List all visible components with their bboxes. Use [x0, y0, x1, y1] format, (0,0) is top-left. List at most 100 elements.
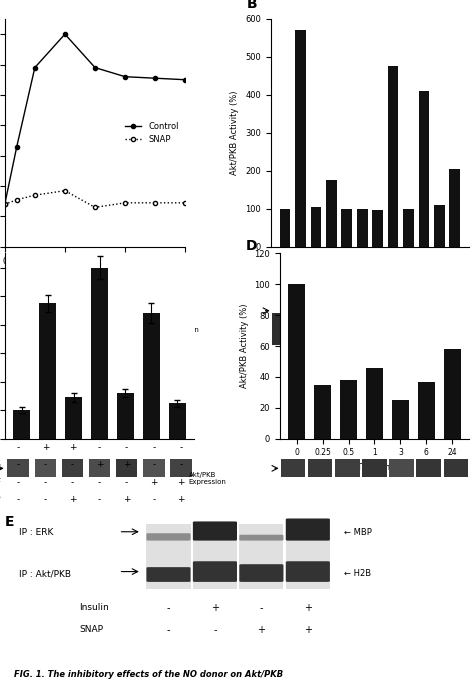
SNAP	[92, 203, 98, 211]
Legend: Control, SNAP: Control, SNAP	[122, 119, 181, 146]
Text: -: -	[152, 461, 155, 469]
Text: IP : ERK: IP : ERK	[18, 528, 53, 537]
Y-axis label: Akt/PKB Activity (%): Akt/PKB Activity (%)	[230, 91, 239, 175]
SNAP	[2, 200, 8, 209]
Text: FBS: FBS	[0, 461, 1, 469]
Text: Insulin: Insulin	[0, 443, 1, 452]
Text: -: -	[17, 477, 20, 486]
Control	[2, 200, 8, 209]
Text: -: -	[167, 625, 170, 635]
Text: ← H2B: ← H2B	[344, 569, 371, 578]
Text: +: +	[304, 625, 312, 635]
FancyBboxPatch shape	[239, 564, 283, 582]
Text: D: D	[246, 239, 257, 253]
Text: IP : Akt/PKB: IP : Akt/PKB	[18, 569, 71, 578]
Bar	[366, 368, 383, 439]
Bar	[13, 410, 30, 439]
Text: -: -	[17, 461, 20, 469]
Bar	[193, 524, 237, 589]
FancyBboxPatch shape	[286, 561, 330, 582]
Text: -: -	[213, 625, 217, 635]
Bar	[117, 393, 134, 439]
Text: ← MBP: ← MBP	[344, 528, 372, 537]
Text: SNAP: SNAP	[0, 495, 1, 504]
Text: -: -	[44, 461, 47, 469]
Text: SNAP: SNAP	[79, 625, 103, 634]
SNAP	[152, 199, 158, 207]
Bar	[419, 91, 429, 247]
Text: -: -	[17, 495, 20, 504]
Bar	[341, 209, 352, 247]
Bar	[449, 169, 460, 247]
Text: PDGF: PDGF	[0, 477, 1, 486]
Control	[32, 64, 37, 72]
SNAP	[62, 186, 68, 195]
Control	[92, 64, 98, 72]
Text: -: -	[98, 495, 101, 504]
Text: +: +	[177, 495, 184, 504]
Text: +: +	[304, 603, 312, 612]
Bar	[357, 209, 368, 247]
Text: FIG. 1. The inhibitory effects of the NO donor on Akt/PKB: FIG. 1. The inhibitory effects of the NO…	[14, 670, 283, 679]
Bar	[372, 209, 383, 247]
Text: +: +	[123, 495, 130, 504]
Text: -: -	[179, 443, 182, 452]
Bar	[239, 524, 283, 589]
SNAP	[32, 191, 37, 200]
SNAP	[122, 199, 128, 207]
Text: +: +	[96, 461, 103, 469]
Bar	[314, 385, 331, 439]
Text: +: +	[69, 443, 76, 452]
FancyBboxPatch shape	[193, 522, 237, 540]
Text: -: -	[44, 477, 47, 486]
Bar	[392, 400, 409, 439]
Text: Akt/PKB
Expression: Akt/PKB Expression	[189, 472, 227, 485]
SNAP	[14, 195, 19, 204]
Text: +: +	[211, 603, 219, 612]
Text: -: -	[17, 443, 20, 452]
Text: +: +	[177, 477, 184, 486]
Text: -: -	[152, 443, 155, 452]
Bar	[388, 66, 399, 247]
Text: +: +	[69, 495, 76, 504]
FancyBboxPatch shape	[239, 535, 283, 540]
Text: +: +	[257, 625, 265, 635]
Text: -: -	[125, 477, 128, 486]
FancyBboxPatch shape	[193, 561, 237, 582]
FancyBboxPatch shape	[146, 533, 191, 540]
Text: -: -	[260, 603, 263, 612]
Bar	[146, 524, 191, 589]
Bar	[65, 398, 82, 439]
Text: -: -	[179, 461, 182, 469]
Text: -: -	[98, 477, 101, 486]
Control	[152, 74, 158, 83]
Text: -: -	[98, 443, 101, 452]
X-axis label: Time (min): Time (min)	[68, 271, 122, 281]
Text: -: -	[167, 603, 170, 612]
Text: +: +	[123, 461, 130, 469]
Text: E: E	[5, 514, 14, 528]
Text: -: -	[125, 443, 128, 452]
Control	[122, 73, 128, 81]
Bar	[434, 205, 445, 247]
Bar	[310, 207, 321, 247]
Bar	[295, 30, 306, 247]
Control	[62, 30, 68, 38]
Line: SNAP: SNAP	[3, 188, 187, 209]
SNAP	[182, 199, 188, 207]
Text: -: -	[44, 495, 47, 504]
Bar	[418, 382, 435, 439]
Bar	[444, 349, 461, 439]
Text: B: B	[247, 0, 257, 10]
Bar	[143, 314, 160, 439]
Bar	[403, 209, 414, 247]
Text: +: +	[42, 443, 49, 452]
Bar	[326, 181, 337, 247]
Control	[14, 142, 19, 150]
Text: Akt/PKB
Expression: Akt/PKB Expression	[161, 320, 199, 332]
Bar	[91, 267, 108, 439]
Bar	[340, 380, 357, 439]
Text: Insulin: Insulin	[79, 603, 109, 612]
FancyBboxPatch shape	[146, 567, 191, 582]
Bar	[288, 284, 305, 439]
